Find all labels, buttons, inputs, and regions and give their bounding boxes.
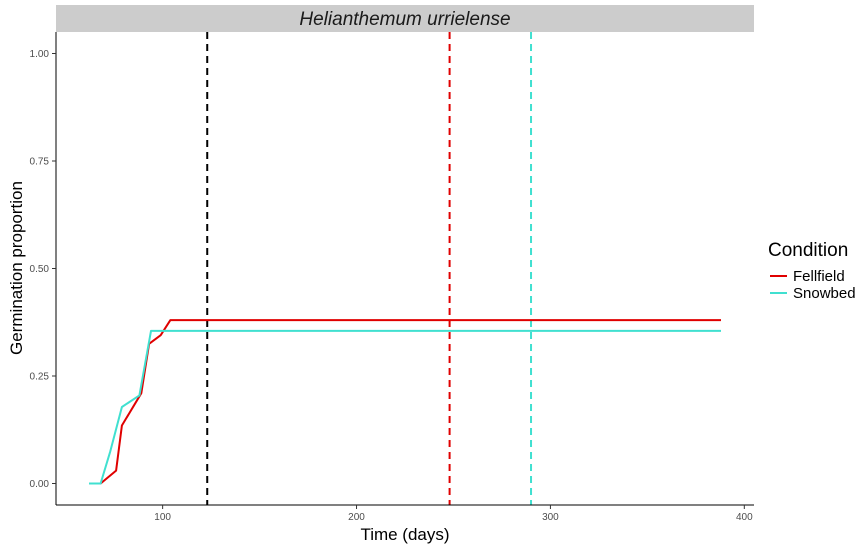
y-axis-ticks: 0.00 0.25 0.50 0.75 1.00 bbox=[30, 49, 56, 490]
facet-strip: Helianthemum urrielense bbox=[56, 5, 754, 32]
facet-strip-background bbox=[56, 5, 754, 32]
x-tick-label: 400 bbox=[736, 512, 753, 523]
legend-title: Condition bbox=[768, 240, 848, 261]
legend-label-fellfield: Fellfield bbox=[793, 268, 845, 285]
x-axis-ticks: 100 200 300 400 bbox=[154, 505, 753, 523]
series-lines bbox=[89, 319, 721, 485]
x-axis-title: Time (days) bbox=[360, 525, 449, 544]
x-tick-label: 300 bbox=[542, 512, 559, 523]
y-tick-label: 0.50 bbox=[30, 264, 50, 275]
x-tick-label: 200 bbox=[348, 512, 365, 523]
facet-title: Helianthemum urrielense bbox=[299, 9, 510, 30]
reference-lines bbox=[206, 32, 533, 505]
y-tick-label: 0.25 bbox=[30, 372, 50, 383]
y-tick-label: 0.75 bbox=[30, 157, 50, 168]
plot-area: 0.00 0.25 0.50 0.75 1.00 100 200 300 400 bbox=[30, 32, 754, 523]
series-line-fellfield bbox=[89, 319, 721, 485]
legend-label-snowbed: Snowbed bbox=[793, 285, 856, 302]
y-tick-label: 1.00 bbox=[30, 49, 50, 60]
series-line-snowbed bbox=[89, 329, 721, 485]
y-tick-label: 0.00 bbox=[30, 479, 50, 490]
x-tick-label: 100 bbox=[154, 512, 171, 523]
y-axis-title: Germination proportion bbox=[7, 181, 26, 355]
